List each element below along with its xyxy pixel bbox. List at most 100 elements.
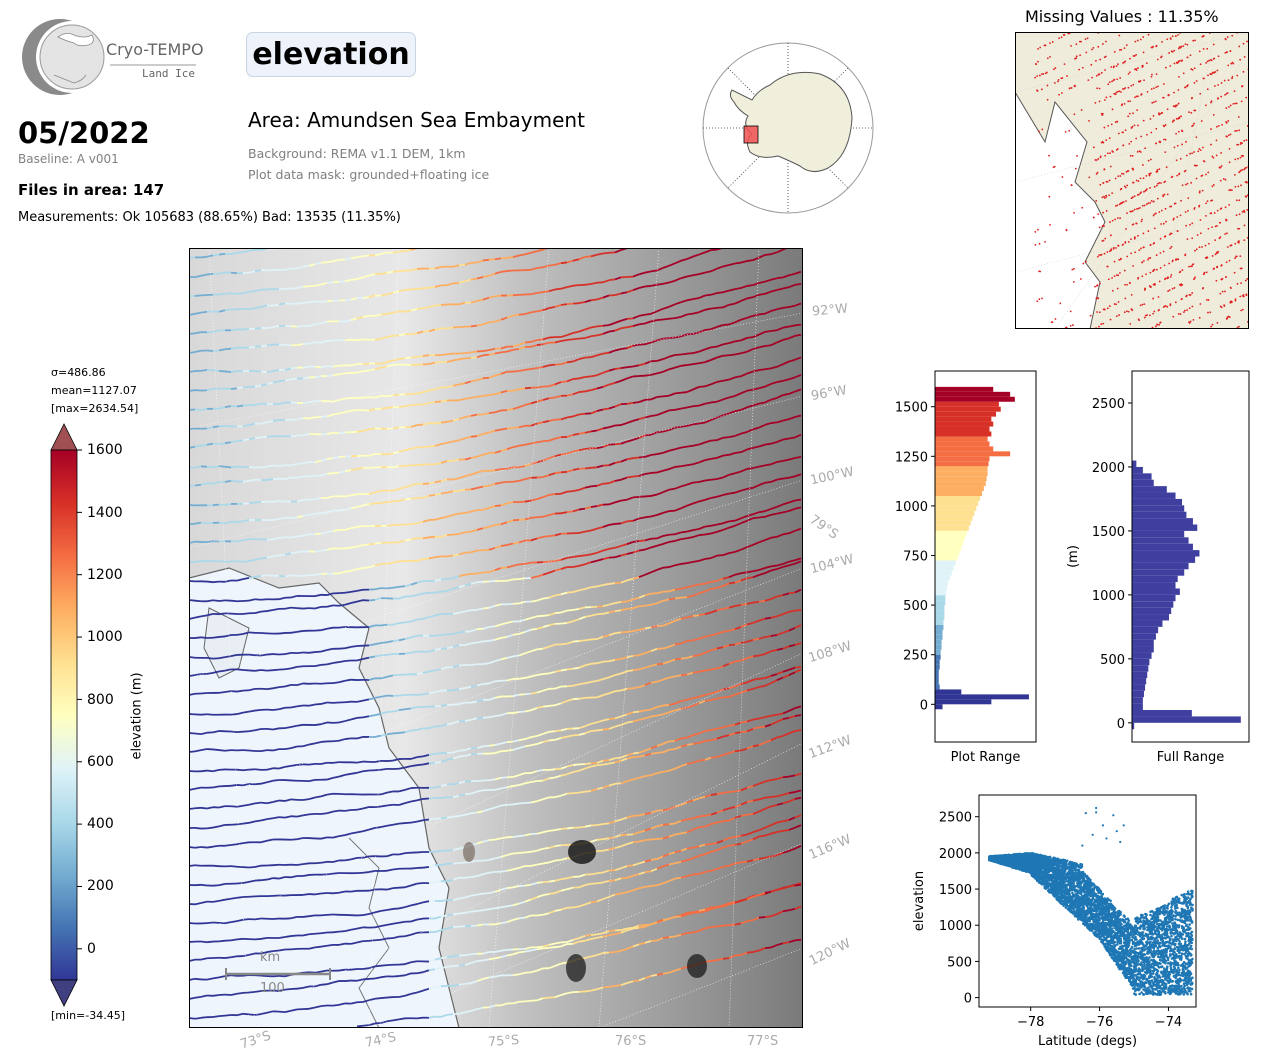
satellite-track [272,369,280,373]
satellite-track [470,350,478,354]
missing-value-point [1059,302,1062,305]
satellite-track [494,888,502,893]
satellite-track [452,477,460,481]
satellite-track [422,866,430,869]
missing-value-point [1153,242,1156,244]
satellite-track [614,845,622,849]
missing-value-point [1114,93,1117,96]
satellite-track [638,313,646,317]
satellite-track [716,354,724,359]
satellite-track [440,759,448,763]
missing-value-point [1225,219,1228,222]
missing-value-point [1115,274,1118,276]
satellite-track [368,624,376,628]
satellite-track [380,251,388,255]
satellite-track [602,896,610,900]
satellite-track [344,279,352,283]
satellite-track [770,721,778,726]
satellite-track [692,404,700,408]
satellite-track [746,655,754,660]
missing-value-point [1105,196,1108,198]
satellite-track [548,829,556,832]
satellite-track [566,434,574,438]
satellite-track [644,708,652,712]
missing-value-point [1038,242,1041,245]
satellite-track [242,369,250,373]
missing-value-point [1111,80,1113,83]
satellite-track [710,495,718,499]
satellite-track [464,894,472,899]
satellite-track [338,774,346,778]
missing-value-point [1210,101,1212,104]
satellite-track [308,341,316,345]
satellite-track [260,878,268,882]
satellite-track [212,481,220,485]
satellite-track [206,580,214,584]
satellite-track [476,892,484,896]
satellite-track [536,573,544,578]
satellite-track [488,393,496,396]
satellite-track [470,717,478,721]
satellite-track [500,949,508,952]
satellite-track [278,632,286,635]
missing-values-title: Missing Values : 11.35% [1025,7,1219,26]
missing-value-point [1125,228,1127,230]
missing-value-point [1230,62,1233,65]
satellite-track [452,631,460,636]
satellite-track [704,383,712,388]
missing-value-point [1152,114,1155,117]
satellite-track [626,687,634,690]
missing-value-point [1240,100,1243,103]
satellite-track [398,449,406,453]
missing-value-point [1112,66,1115,69]
satellite-track [614,276,622,281]
satellite-track [734,300,742,305]
satellite-track [536,291,544,294]
missing-value-point [1095,59,1097,62]
satellite-track [470,790,478,795]
satellite-track [704,906,712,911]
satellite-track [230,730,238,734]
satellite-track [464,530,472,534]
missing-value-point [1150,75,1153,78]
satellite-track [512,835,520,838]
satellite-track [674,820,682,825]
missing-value-point [1135,95,1138,98]
satellite-track [746,813,754,816]
satellite-track [608,782,616,787]
satellite-track [296,863,304,866]
satellite-track [734,683,742,688]
missing-value-point [1126,283,1129,286]
satellite-track [632,436,640,441]
satellite-track [386,640,394,644]
missing-value-point [1142,246,1145,249]
satellite-track [254,990,262,993]
satellite-track [536,945,544,949]
missing-value-point [1236,326,1239,329]
satellite-track [734,572,742,576]
missing-value-point [1179,59,1181,62]
satellite-track [494,906,502,910]
missing-value-point [1234,242,1237,245]
satellite-track [776,566,784,570]
satellite-track [758,807,766,813]
satellite-track [632,549,640,554]
satellite-track [710,523,718,527]
satellite-track [758,312,766,316]
satellite-track [686,761,694,765]
missing-value-point [1219,221,1222,224]
satellite-track [566,415,574,419]
satellite-track [506,785,514,789]
satellite-track [332,364,340,368]
satellite-track [206,845,214,849]
missing-value-point [1094,101,1097,104]
satellite-track [242,918,250,921]
missing-value-point [1162,96,1165,99]
satellite-track [248,802,256,806]
missing-value-point [1123,311,1126,314]
satellite-track [674,315,682,319]
satellite-track [758,280,766,284]
satellite-track [614,892,622,896]
satellite-track [596,935,604,939]
satellite-track [782,829,790,832]
